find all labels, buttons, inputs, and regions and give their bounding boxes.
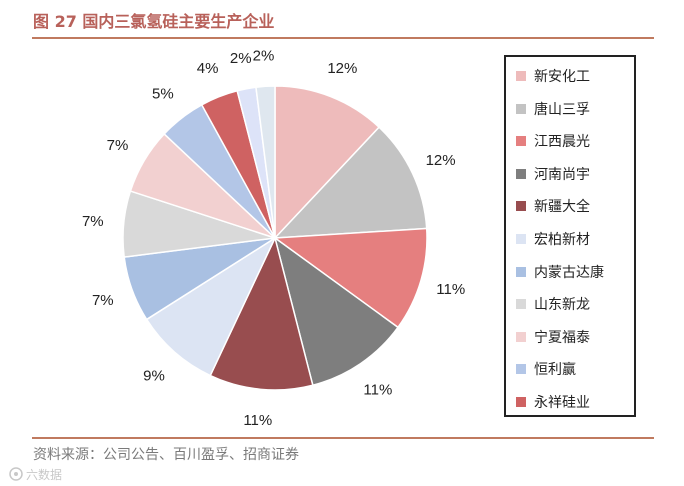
legend-item: 内蒙古达康 xyxy=(516,262,604,282)
legend-item: 江西晨光 xyxy=(516,131,590,151)
slice-data-label: 11% xyxy=(243,412,272,429)
legend-item: 恒利赢 xyxy=(516,359,576,379)
slice-data-label: 2% xyxy=(230,50,252,67)
legend-label: 宏柏新材 xyxy=(534,232,590,248)
legend-swatch xyxy=(516,266,526,277)
legend-label: 山东新龙 xyxy=(534,297,590,314)
legend-swatch xyxy=(516,201,526,212)
legend-swatch xyxy=(516,234,526,244)
pie-slice xyxy=(255,85,276,239)
slice-data-label: 12% xyxy=(426,152,456,169)
slice-data-label: 9% xyxy=(143,367,165,384)
legend-label: 新安化工 xyxy=(534,69,590,85)
slice-data-label: 11% xyxy=(363,381,392,398)
legend-swatch xyxy=(516,331,526,342)
slice-data-label: 7% xyxy=(82,213,104,230)
legend-swatch xyxy=(516,136,526,147)
legend-label: 内蒙古达康 xyxy=(534,264,604,281)
pie-slice xyxy=(273,126,428,239)
legend-item: 唐山三孚 xyxy=(516,99,590,119)
legend-swatch xyxy=(516,364,526,375)
slice-data-label: 11% xyxy=(436,281,465,298)
title-rule xyxy=(32,37,654,39)
legend-swatch xyxy=(516,103,526,114)
legend-item: 河南尚宇 xyxy=(516,164,590,184)
legend-label: 永祥硅业 xyxy=(534,395,590,411)
slice-data-label: 7% xyxy=(107,137,129,154)
pie-slice xyxy=(274,85,381,240)
legend-label: 河南尚宇 xyxy=(534,166,590,183)
legend-label: 新疆大全 xyxy=(534,199,590,216)
chart-legend: 新安化工唐山三孚江西晨光河南尚宇新疆大全宏柏新材内蒙古达康山东新龙宁夏福泰恒利赢… xyxy=(504,55,636,417)
legend-label: 宁夏福泰 xyxy=(534,329,590,346)
pie-slice xyxy=(209,235,314,391)
legend-label: 江西晨光 xyxy=(534,134,590,151)
legend-swatch xyxy=(516,299,526,310)
figure-title: 图 27 国内三氯氢硅主要生产企业 xyxy=(33,12,275,31)
legend-item: 宏柏新材 xyxy=(516,229,590,249)
slice-data-label: 2% xyxy=(253,47,275,64)
pie-slice xyxy=(145,235,277,377)
legend-label: 唐山三孚 xyxy=(534,101,590,118)
source-note: 资料来源：公司公告、百川盈孚、招商证券 xyxy=(33,447,299,463)
slice-data-label: 12% xyxy=(327,60,357,77)
legend-item: 山东新龙 xyxy=(516,294,590,314)
legend-swatch xyxy=(516,168,526,179)
legend-item: 永祥硅业 xyxy=(516,392,590,412)
legend-item: 宁夏福泰 xyxy=(516,327,590,347)
source-rule xyxy=(32,437,654,439)
slice-data-label: 4% xyxy=(197,60,219,77)
legend-swatch xyxy=(516,71,526,81)
pie-slice xyxy=(273,236,400,387)
watermark-logo: 六数据 xyxy=(9,467,62,482)
slice-data-label: 5% xyxy=(152,85,174,102)
legend-label: 恒利赢 xyxy=(534,362,576,379)
pie-slice xyxy=(272,227,428,329)
legend-swatch xyxy=(516,397,526,407)
legend-item: 新疆大全 xyxy=(516,196,590,216)
legend-item: 新安化工 xyxy=(516,66,590,86)
slice-data-label: 7% xyxy=(92,292,114,309)
watermark-text: 六数据 xyxy=(26,467,62,482)
